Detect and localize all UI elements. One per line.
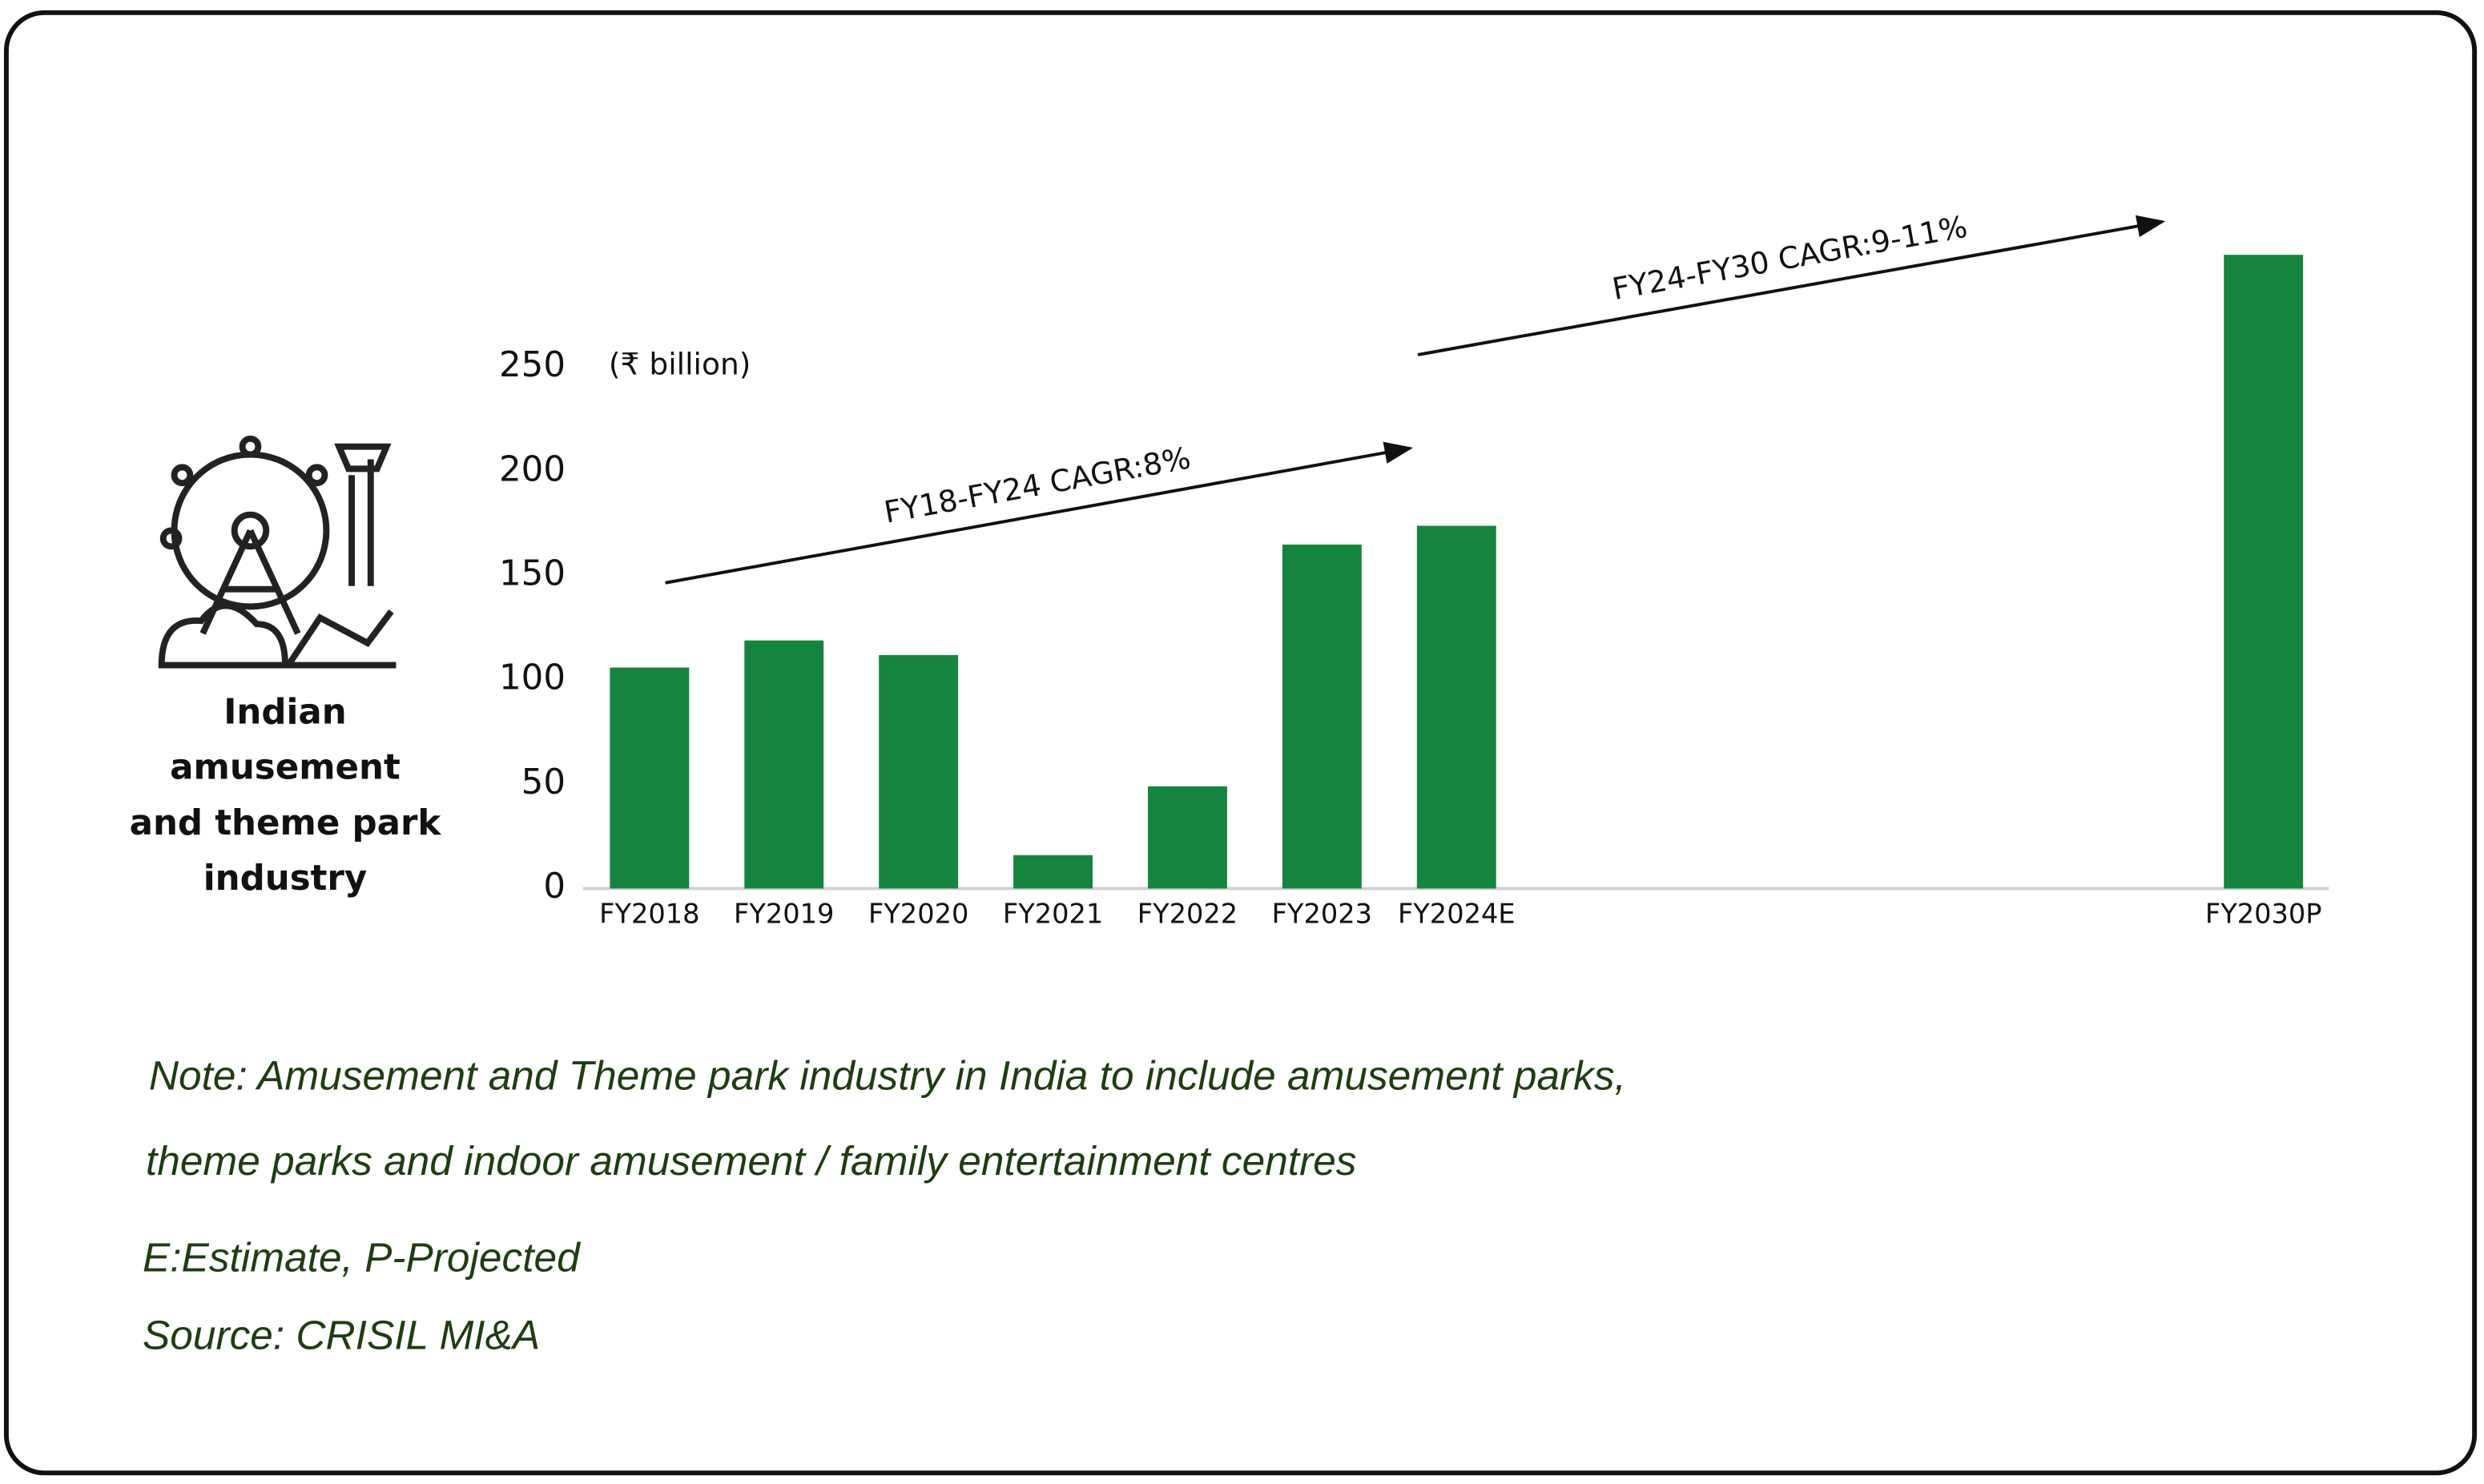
x-tick-label: FY2019 (734, 899, 834, 930)
bar (610, 667, 690, 889)
x-tick-label: FY2024E (1398, 899, 1516, 930)
side-label: industry (203, 859, 367, 899)
note-line: E:Estimate, P-Projected (143, 1234, 581, 1281)
note-line: Note: Amusement and Theme park industry … (149, 1052, 1626, 1098)
bar (2224, 255, 2304, 889)
bar (1013, 855, 1093, 889)
x-tick-label: FY2020 (868, 899, 968, 930)
side-label: amusement (170, 748, 401, 788)
frame (3, 10, 2478, 1476)
x-tick-label: FY2022 (1137, 899, 1238, 930)
side-label: and theme park (130, 803, 442, 843)
bar (744, 640, 824, 889)
park-icon (158, 435, 397, 669)
y-tick-label: 50 (521, 762, 566, 802)
bar (1282, 544, 1362, 889)
y-tick-label: 100 (499, 658, 566, 698)
y-tick-label: 250 (499, 345, 566, 385)
y-tick-label: 0 (543, 867, 566, 907)
side-label: Indian (223, 692, 347, 732)
note-line: Source: CRISIL MI&A (143, 1312, 540, 1358)
x-tick-label: FY2021 (1003, 899, 1103, 930)
x-tick-label: FY2018 (599, 899, 699, 930)
bar (879, 654, 959, 889)
unit-label: (₹ billion) (609, 346, 751, 381)
bar (1148, 786, 1227, 889)
cagr-arrow (1417, 215, 2166, 356)
note-line: theme parks and indoor amusement / famil… (146, 1137, 1357, 1184)
y-tick-label: 150 (499, 554, 566, 594)
x-tick-label: FY2023 (1272, 899, 1372, 930)
x-tick-label: FY2030P (2205, 899, 2322, 930)
cagr-arrow (665, 441, 1414, 585)
bar (1416, 525, 1496, 889)
y-tick-label: 200 (499, 449, 566, 489)
